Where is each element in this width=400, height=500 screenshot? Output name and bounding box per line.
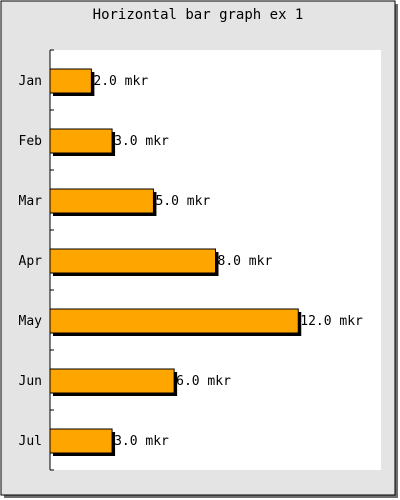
bar-jan xyxy=(49,68,92,94)
bar-jun xyxy=(49,368,175,394)
value-label-apr: 8.0 mkr xyxy=(218,254,273,269)
chart-title: Horizontal bar graph ex 1 xyxy=(93,7,304,23)
y-tick-label-feb: Feb xyxy=(19,134,43,149)
value-label-jan: 2.0 mkr xyxy=(93,74,148,89)
y-tick-label-apr: Apr xyxy=(19,254,43,269)
bar-mar xyxy=(49,188,154,214)
value-label-feb: 3.0 mkr xyxy=(114,134,169,149)
bars-group xyxy=(49,68,302,456)
y-tick-label-jun: Jun xyxy=(19,374,42,389)
y-tick-label-may: May xyxy=(19,314,43,329)
y-axis-ticks xyxy=(50,49,54,471)
labels-group: Jan 2.0 mkr Feb 3.0 mkr Mar 5.0 mkr Apr 8.0 mkr… xyxy=(19,74,364,449)
value-label-jun: 6.0 mkr xyxy=(176,374,231,389)
value-label-mar: 5.0 mkr xyxy=(155,194,210,209)
value-label-jul: 3.0 mkr xyxy=(114,434,169,449)
bar-may xyxy=(49,308,299,334)
bar-feb xyxy=(49,128,113,154)
bar-jul xyxy=(49,428,113,454)
y-tick-label-mar: Mar xyxy=(19,194,43,209)
y-tick-label-jan: Jan xyxy=(19,74,42,89)
value-label-may: 12.0 mkr xyxy=(300,314,363,329)
bar-apr xyxy=(49,248,216,274)
y-tick-label-jul: Jul xyxy=(19,434,42,449)
